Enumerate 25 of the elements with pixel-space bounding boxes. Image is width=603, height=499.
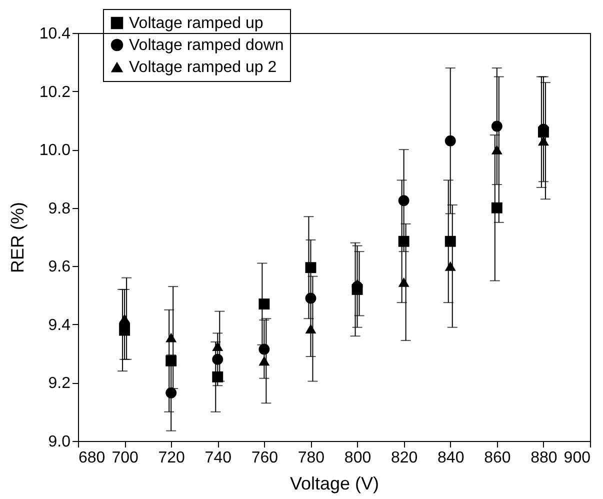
x-tick-label: 800	[344, 450, 372, 466]
x-tick-label: 880	[530, 450, 558, 466]
y-tick-label: 9.0	[48, 434, 71, 450]
x-tick-label: 720	[158, 450, 186, 466]
x-tick-label: 860	[484, 450, 511, 466]
legend-label: Voltage ramped up 2	[129, 59, 277, 76]
y-axis-title: RER (%)	[7, 202, 28, 273]
legend-label: Voltage ramped down	[129, 37, 284, 54]
y-tick-label: 10.2	[39, 84, 71, 101]
x-tick-label: 820	[390, 450, 418, 466]
x-tick-label: 700	[112, 450, 138, 466]
x-tick-label: 780	[298, 450, 325, 466]
x-tick-label: 740	[204, 450, 232, 466]
legend-label: Voltage ramped up	[129, 15, 264, 32]
y-tick-label: 9.8	[48, 200, 71, 218]
x-tick-label: 680	[78, 450, 106, 466]
x-tick-label: 900	[564, 450, 591, 466]
x-axis-title: Voltage (V)	[290, 474, 380, 494]
y-tick-label: 10.4	[39, 26, 71, 42]
y-tick-label: 10.0	[39, 142, 71, 160]
x-tick-label: 760	[251, 450, 278, 466]
y-tick-label: 9.4	[48, 316, 71, 334]
y-tick-label: 9.6	[48, 258, 71, 276]
y-tick-label: 9.2	[48, 375, 71, 392]
x-tick-label: 840	[438, 450, 464, 466]
